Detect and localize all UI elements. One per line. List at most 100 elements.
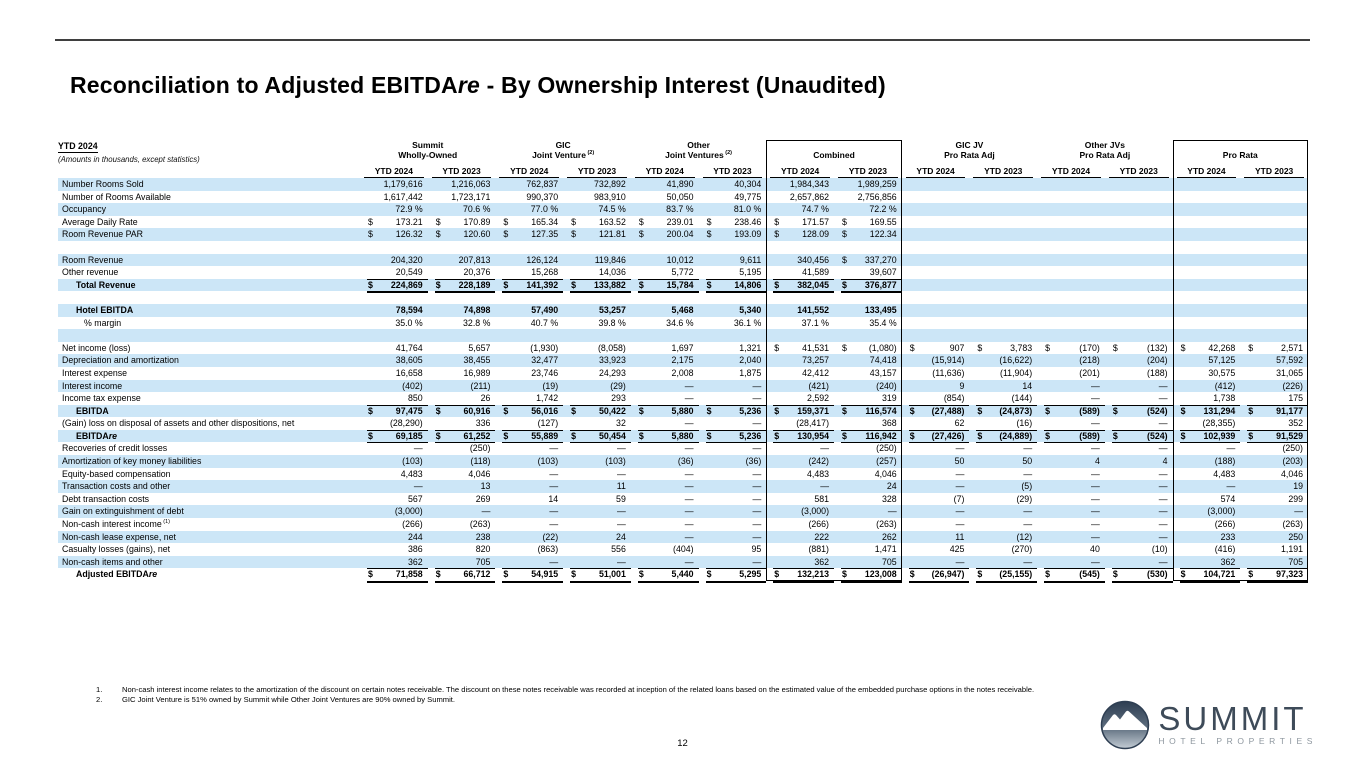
cell: 74,898: [463, 304, 491, 315]
row-label: Equity-based compensation: [62, 468, 171, 479]
cell: —: [1158, 519, 1168, 530]
dollar-sign: $: [435, 569, 441, 580]
cell: 74.7 %: [801, 204, 829, 215]
cell: 328: [882, 493, 897, 504]
cell: —: [1111, 417, 1173, 431]
table-row: Debt transaction costs 567 269 14 59 — — 581 328…: [58, 493, 1308, 506]
group-line1: Summit: [412, 140, 444, 150]
cell: $97,323: [1247, 568, 1308, 583]
dollar-sign: $: [774, 569, 780, 580]
cell: 1,875: [739, 367, 762, 378]
cell: [1247, 228, 1308, 241]
cell: (266): [808, 519, 829, 530]
cell: 32.8 %: [463, 317, 491, 328]
cell: 41,589: [773, 266, 834, 280]
table-row: Casualty losses (gains), net 386 820 (863) 5…: [58, 543, 1308, 556]
cell: $42,268: [1180, 342, 1236, 353]
column-group-pro-rata: Pro Rata YTD 2024 YTD 2023: [1173, 140, 1308, 178]
cell: [976, 254, 1037, 267]
dollar-sign: $: [571, 229, 577, 240]
cell: (1,930): [530, 342, 559, 353]
cell: [909, 254, 970, 267]
row-label: Number of Rooms Available: [62, 191, 171, 202]
cell: —: [1044, 392, 1105, 406]
cell: $50,454: [570, 430, 631, 444]
row-label: Interest income: [62, 380, 123, 391]
cell: (881): [808, 544, 829, 555]
cell: $228,189: [434, 279, 496, 294]
row-label: Transaction costs and other: [62, 481, 171, 492]
cell: 4,046: [468, 468, 491, 479]
cell: [1044, 228, 1105, 241]
cell: (854): [908, 392, 970, 406]
row-label: Room Revenue: [62, 254, 124, 265]
cell: 207,813: [458, 254, 491, 265]
dollar-sign: $: [368, 279, 373, 290]
cell: $91,177: [1248, 405, 1303, 416]
cell: (404): [673, 544, 694, 555]
footnote-number: 1.: [96, 685, 103, 694]
year-column-label: YTD 2023: [702, 166, 763, 178]
cell: [909, 191, 970, 204]
row-label: Number Rooms Sold: [62, 179, 144, 189]
cell: 81.0 %: [733, 204, 762, 215]
dollar-sign: $: [571, 216, 577, 227]
cell: $ (25,155): [976, 568, 1038, 583]
dollar-sign: $: [842, 216, 847, 227]
cell: [976, 304, 1037, 317]
cell: $97,475: [368, 405, 423, 416]
cell: —: [413, 443, 423, 454]
table-row: Interest expense 16,658 16,989 23,746 24,293…: [58, 367, 1308, 380]
cell: 1,989,259: [857, 179, 897, 189]
dollar-sign: $: [1045, 569, 1051, 580]
cell: 70.6 %: [463, 204, 491, 215]
cell: 1,471: [874, 544, 897, 555]
cell: [909, 178, 970, 191]
cell: $127.35: [503, 229, 559, 240]
cell: $56,016: [503, 405, 559, 416]
cell: [1044, 191, 1105, 204]
cell: (8,058): [597, 342, 626, 353]
table-row: Amortization of key money liabilities (10…: [58, 455, 1308, 468]
cell: [1247, 279, 1308, 293]
cell: 352: [1247, 417, 1308, 431]
dollar-sign: $: [1248, 569, 1254, 580]
cell: $382,045: [773, 279, 834, 294]
cell: 24,293: [598, 367, 626, 378]
cell: 299: [1288, 493, 1303, 504]
row-label: Hotel EBITDA: [76, 304, 134, 315]
dollar-sign: $: [368, 430, 373, 441]
cell: —: [1023, 468, 1033, 479]
cell: $5,295: [705, 568, 767, 583]
cell: [1112, 228, 1173, 241]
cell: 4,483: [806, 468, 829, 479]
footnote-text: Non-cash interest income relates to the …: [122, 685, 1035, 694]
cell: $130,954: [773, 430, 834, 444]
cell: —: [684, 519, 694, 530]
cell: $2,571: [1248, 342, 1303, 353]
table-row: Number of Rooms Available 1,617,442 1,723,…: [58, 191, 1308, 204]
cell: [1247, 317, 1308, 330]
cell: —: [617, 506, 626, 517]
cell: —: [705, 392, 767, 406]
cell: $907: [909, 342, 965, 353]
cell: 13: [480, 481, 491, 492]
cell: [976, 178, 1037, 191]
row-label: Debt transaction costs: [62, 493, 150, 504]
table-row: Gain on extinguishment of debt (3,000) — — —…: [58, 505, 1308, 519]
group-line2: Wholly-Owned: [398, 150, 458, 160]
table-row: Income tax expense 850 26 1,742 293 — — 2,592 31…: [58, 392, 1308, 406]
cell: 72.2 %: [869, 204, 897, 215]
dollar-sign: $: [706, 229, 712, 240]
cell: $54,915: [502, 568, 564, 583]
cell: —: [1158, 468, 1168, 479]
cell: —: [752, 380, 762, 391]
cell: $ (545): [1044, 568, 1105, 583]
cell: —: [887, 506, 897, 517]
cell: [1044, 304, 1105, 317]
cell: [909, 304, 970, 317]
cell: (28,417): [773, 417, 834, 431]
cell: 262: [882, 531, 897, 542]
cell: 1,191: [1280, 544, 1303, 555]
group-line2: Pro Rata Adj: [944, 150, 995, 160]
